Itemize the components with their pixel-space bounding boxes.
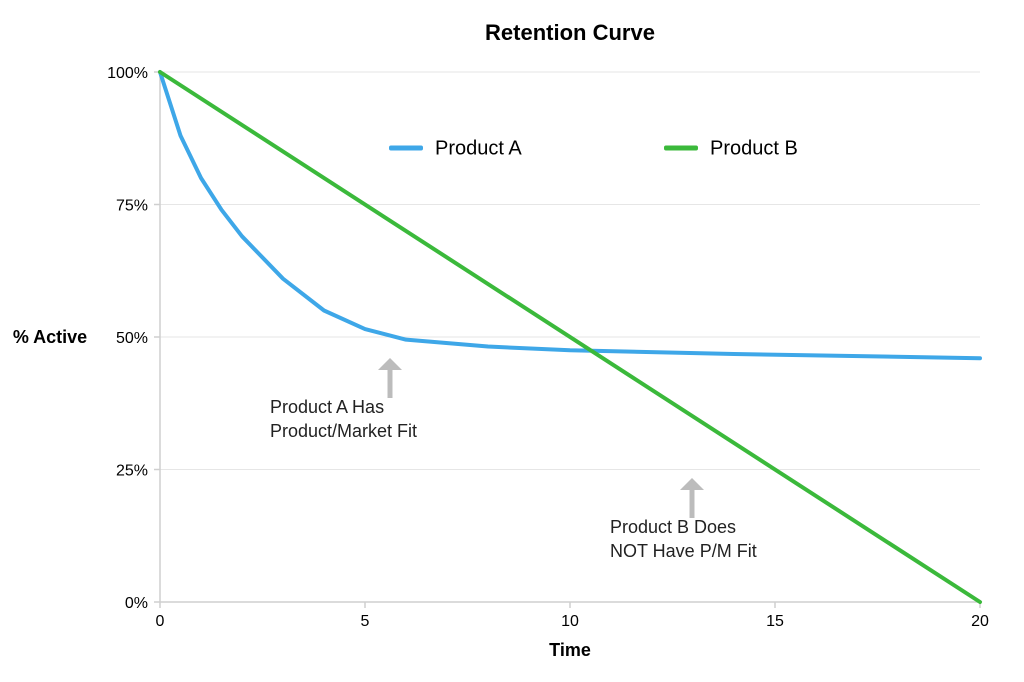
y-tick-label: 75% [116, 198, 148, 215]
y-tick-label: 0% [125, 595, 148, 612]
annotation-text: Product/Market Fit [270, 421, 417, 441]
y-axis-label: % Active [13, 327, 87, 347]
x-tick-label: 5 [361, 613, 370, 630]
chart-svg: 0% 25% 50% 75% 100% 0 5 10 15 20 Retention Curve % … [0, 0, 1024, 682]
y-tick-label: 50% [116, 330, 148, 347]
annotation-text: Product A Has [270, 397, 384, 417]
x-axis-label: Time [549, 640, 591, 660]
chart-background [0, 0, 1024, 682]
x-tick-label: 0 [156, 613, 165, 630]
chart-title: Retention Curve [485, 20, 655, 45]
y-tick-label: 25% [116, 463, 148, 480]
annotation-text: Product B Does [610, 517, 736, 537]
annotation-text: NOT Have P/M Fit [610, 541, 757, 561]
legend-swatch [664, 146, 698, 151]
legend-label: Product A [435, 137, 522, 159]
y-tick-label: 100% [107, 65, 148, 82]
retention-chart: 0% 25% 50% 75% 100% 0 5 10 15 20 Retention Curve % … [0, 0, 1024, 682]
x-tick-label: 10 [561, 613, 579, 630]
x-tick-label: 20 [971, 613, 989, 630]
legend-label: Product B [710, 137, 798, 159]
x-tick-label: 15 [766, 613, 784, 630]
legend-swatch [389, 146, 423, 151]
